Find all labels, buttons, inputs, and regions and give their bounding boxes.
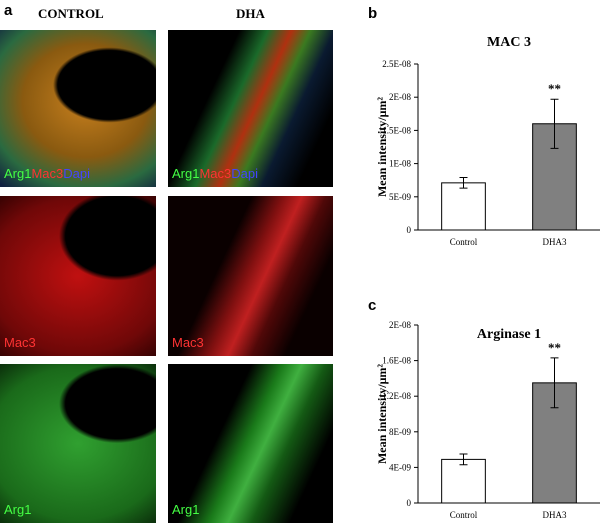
- micrograph: Arg1Mac3Dapi: [0, 30, 156, 187]
- significance-label: **: [548, 340, 561, 355]
- error-bar: [550, 98, 559, 149]
- y-tick-label: 4E-09: [389, 462, 411, 472]
- x-tick-label: Control: [450, 237, 478, 247]
- chart-title: MAC 3: [487, 35, 531, 50]
- error-bar: [459, 177, 468, 189]
- y-tick-label: 1.5E-08: [382, 125, 411, 135]
- y-tick-label: 1.2E-08: [382, 391, 411, 401]
- bar: [441, 182, 486, 231]
- y-tick-label: 5E-09: [389, 192, 411, 202]
- y-axis-label: Mean intensity/μm²: [375, 364, 389, 464]
- y-tick-label: 2.5E-08: [382, 59, 411, 69]
- y-tick-label: 1E-08: [389, 159, 411, 169]
- panel-label: c: [368, 297, 376, 314]
- stain-label: Arg1Mac3Dapi: [172, 166, 259, 181]
- x-tick-label: DHA3: [543, 237, 567, 247]
- y-tick-label: 1.6E-08: [382, 356, 411, 366]
- panel-label: a: [4, 2, 13, 19]
- x-tick-label: Control: [450, 510, 478, 520]
- y-tick-label: 8E-09: [389, 427, 411, 437]
- y-tick-label: 2E-08: [389, 92, 411, 102]
- micrograph: Mac3: [0, 196, 156, 356]
- micrograph: Arg1Mac3Dapi: [168, 30, 333, 187]
- micrograph: Arg1: [168, 364, 333, 523]
- chart-title: Arginase 1: [477, 327, 541, 342]
- stain-label: Arg1: [172, 502, 200, 517]
- error-bar: [550, 357, 559, 409]
- significance-label: **: [548, 81, 561, 96]
- y-tick-label: 2E-08: [389, 320, 411, 330]
- micrograph: Arg1: [0, 364, 156, 523]
- stain-label: Arg1: [4, 502, 32, 517]
- y-tick-label: 0: [407, 225, 412, 235]
- y-tick-label: 0: [407, 498, 412, 508]
- bar: [441, 458, 486, 504]
- stain-label: Arg1Mac3Dapi: [4, 166, 91, 181]
- column-header: CONTROL: [38, 6, 104, 21]
- column-header: DHA: [236, 6, 265, 21]
- error-bar: [459, 453, 468, 466]
- panel-label: b: [368, 5, 377, 22]
- micrograph: Mac3: [168, 196, 333, 356]
- x-tick-label: DHA3: [543, 510, 567, 520]
- stain-label: Mac3: [4, 335, 36, 350]
- y-axis-label: Mean intensity/μm²: [375, 97, 389, 197]
- stain-label: Mac3: [172, 335, 204, 350]
